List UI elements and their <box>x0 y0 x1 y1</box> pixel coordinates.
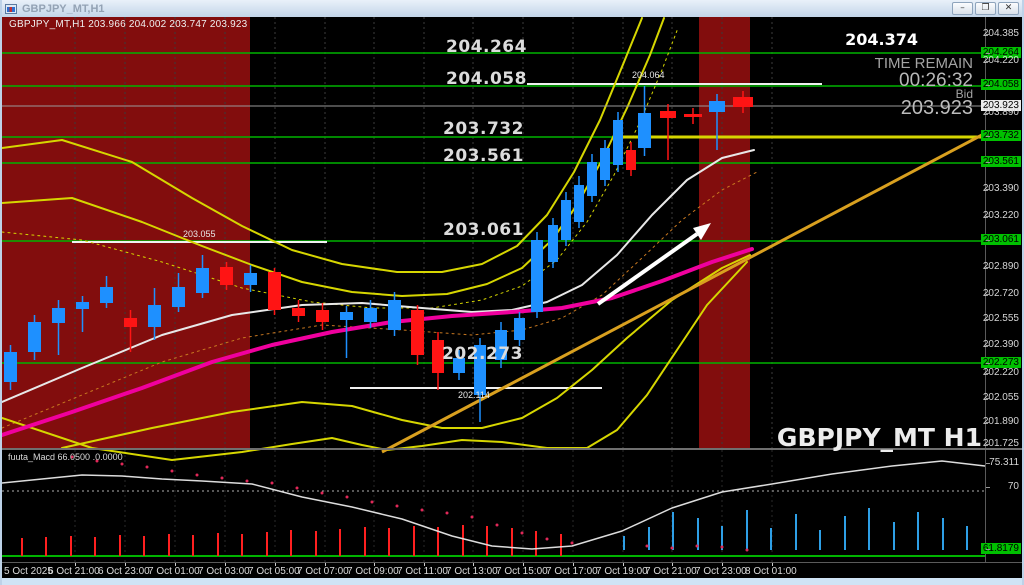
scale-label: 75.311 <box>989 457 1019 468</box>
time-axis-tick <box>75 563 76 566</box>
scale-label: 61.8179 <box>980 543 1021 554</box>
time-axis-tick <box>125 563 126 566</box>
scale-label: 70 <box>1007 481 1019 492</box>
scale-tick <box>986 240 990 241</box>
title-bar[interactable]: GBPJPY_MT,H1 – ❐ ✕ <box>2 0 1022 17</box>
window-controls: – ❐ ✕ <box>952 2 1019 15</box>
time-axis-tick <box>722 563 723 566</box>
scale-tick <box>986 294 990 295</box>
time-axis-label: 7 Oct 19:00 <box>596 566 648 577</box>
scale-tick <box>986 106 990 107</box>
scale-label: 201.725 <box>982 438 1019 449</box>
time-axis-tick <box>523 563 524 566</box>
scale-tick <box>986 267 990 268</box>
scale-label: 203.890 <box>982 107 1019 118</box>
scale-label: 202.390 <box>982 339 1019 350</box>
restore-button[interactable]: ❐ <box>975 2 996 15</box>
time-axis-tick <box>175 563 176 566</box>
time-axis-label: 7 Oct 13:00 <box>446 566 498 577</box>
scale-tick <box>986 345 990 346</box>
time-axis-tick <box>225 563 226 566</box>
time-axis-label: 7 Oct 15:00 <box>496 566 548 577</box>
scale-label: 202.555 <box>982 313 1019 324</box>
scale-tick <box>986 487 990 488</box>
scale-label: 204.058 <box>980 79 1021 90</box>
time-axis-label: 7 Oct 09:00 <box>347 566 399 577</box>
scale-label: 204.264 <box>980 47 1021 58</box>
scale-tick <box>986 61 990 62</box>
scale-label: 203.732 <box>980 130 1021 141</box>
time-axis-label: 5 Oct 2025 <box>4 566 53 577</box>
scale-tick <box>986 85 990 86</box>
scale-label: 202.890 <box>982 261 1019 272</box>
close-button[interactable]: ✕ <box>998 2 1019 15</box>
scale-tick <box>986 319 990 320</box>
scale-tick <box>986 463 990 464</box>
scale-label: 204.385 <box>982 28 1019 39</box>
scale-label: 202.273 <box>980 357 1021 368</box>
time-axis-label: 6 Oct 21:00 <box>48 566 100 577</box>
scale-label: 202.720 <box>982 288 1019 299</box>
scale-tick <box>986 136 990 137</box>
chart-icon <box>5 3 17 14</box>
time-axis-tick <box>473 563 474 566</box>
scale-tick <box>986 113 990 114</box>
scale-tick <box>986 53 990 54</box>
price-scale[interactable]: 204.385 204.264 204.220 204.058 203.923 203.8… <box>980 17 1022 562</box>
time-axis-label: 6 Oct 23:00 <box>98 566 150 577</box>
time-axis-label: 7 Oct 23:00 <box>695 566 747 577</box>
time-axis-tick <box>275 563 276 566</box>
scale-tick <box>986 162 990 163</box>
time-axis-tick <box>772 563 773 566</box>
scale-label: 201.890 <box>982 416 1019 427</box>
scale-tick <box>986 444 990 445</box>
scale-tick <box>986 398 990 399</box>
time-axis-tick <box>623 563 624 566</box>
scale-label: 204.220 <box>982 55 1019 66</box>
scale-label: 202.055 <box>982 392 1019 403</box>
scale-label: 202.220 <box>982 367 1019 378</box>
time-axis-label: 7 Oct 17:00 <box>546 566 598 577</box>
window-bottom-edge <box>2 578 1022 585</box>
time-axis-label: 8 Oct 01:00 <box>745 566 797 577</box>
panel-divider[interactable] <box>2 448 1022 450</box>
time-axis-label: 7 Oct 11:00 <box>397 566 448 577</box>
window-title: GBPJPY_MT,H1 <box>22 2 105 15</box>
time-axis-tick <box>573 563 574 566</box>
scale-tick <box>986 549 990 550</box>
time-axis-label: 7 Oct 01:00 <box>148 566 200 577</box>
scale-tick <box>986 216 990 217</box>
time-axis-tick <box>374 563 375 566</box>
scale-label: 203.923 <box>980 100 1021 111</box>
time-axis-label: 7 Oct 07:00 <box>297 566 349 577</box>
scale-label: 203.561 <box>980 156 1021 167</box>
scale-tick <box>986 34 990 35</box>
scale-label: 203.220 <box>982 210 1019 221</box>
price-chart-canvas[interactable] <box>2 17 1024 578</box>
time-axis[interactable]: 5 Oct 2025 6 Oct 21:00 6 Oct 23:00 7 Oct 01… <box>2 562 1022 578</box>
time-axis-tick <box>325 563 326 566</box>
scale-tick <box>986 363 990 364</box>
time-axis-tick <box>672 563 673 566</box>
time-axis-tick <box>424 563 425 566</box>
scale-tick <box>986 373 990 374</box>
time-axis-label: 7 Oct 03:00 <box>198 566 250 577</box>
scale-label: 203.390 <box>982 183 1019 194</box>
scale-label: 203.061 <box>980 234 1021 245</box>
time-axis-label: 7 Oct 21:00 <box>645 566 697 577</box>
scale-tick <box>986 189 990 190</box>
scale-tick <box>986 422 990 423</box>
minimize-button[interactable]: – <box>952 2 973 15</box>
time-axis-label: 7 Oct 05:00 <box>248 566 300 577</box>
